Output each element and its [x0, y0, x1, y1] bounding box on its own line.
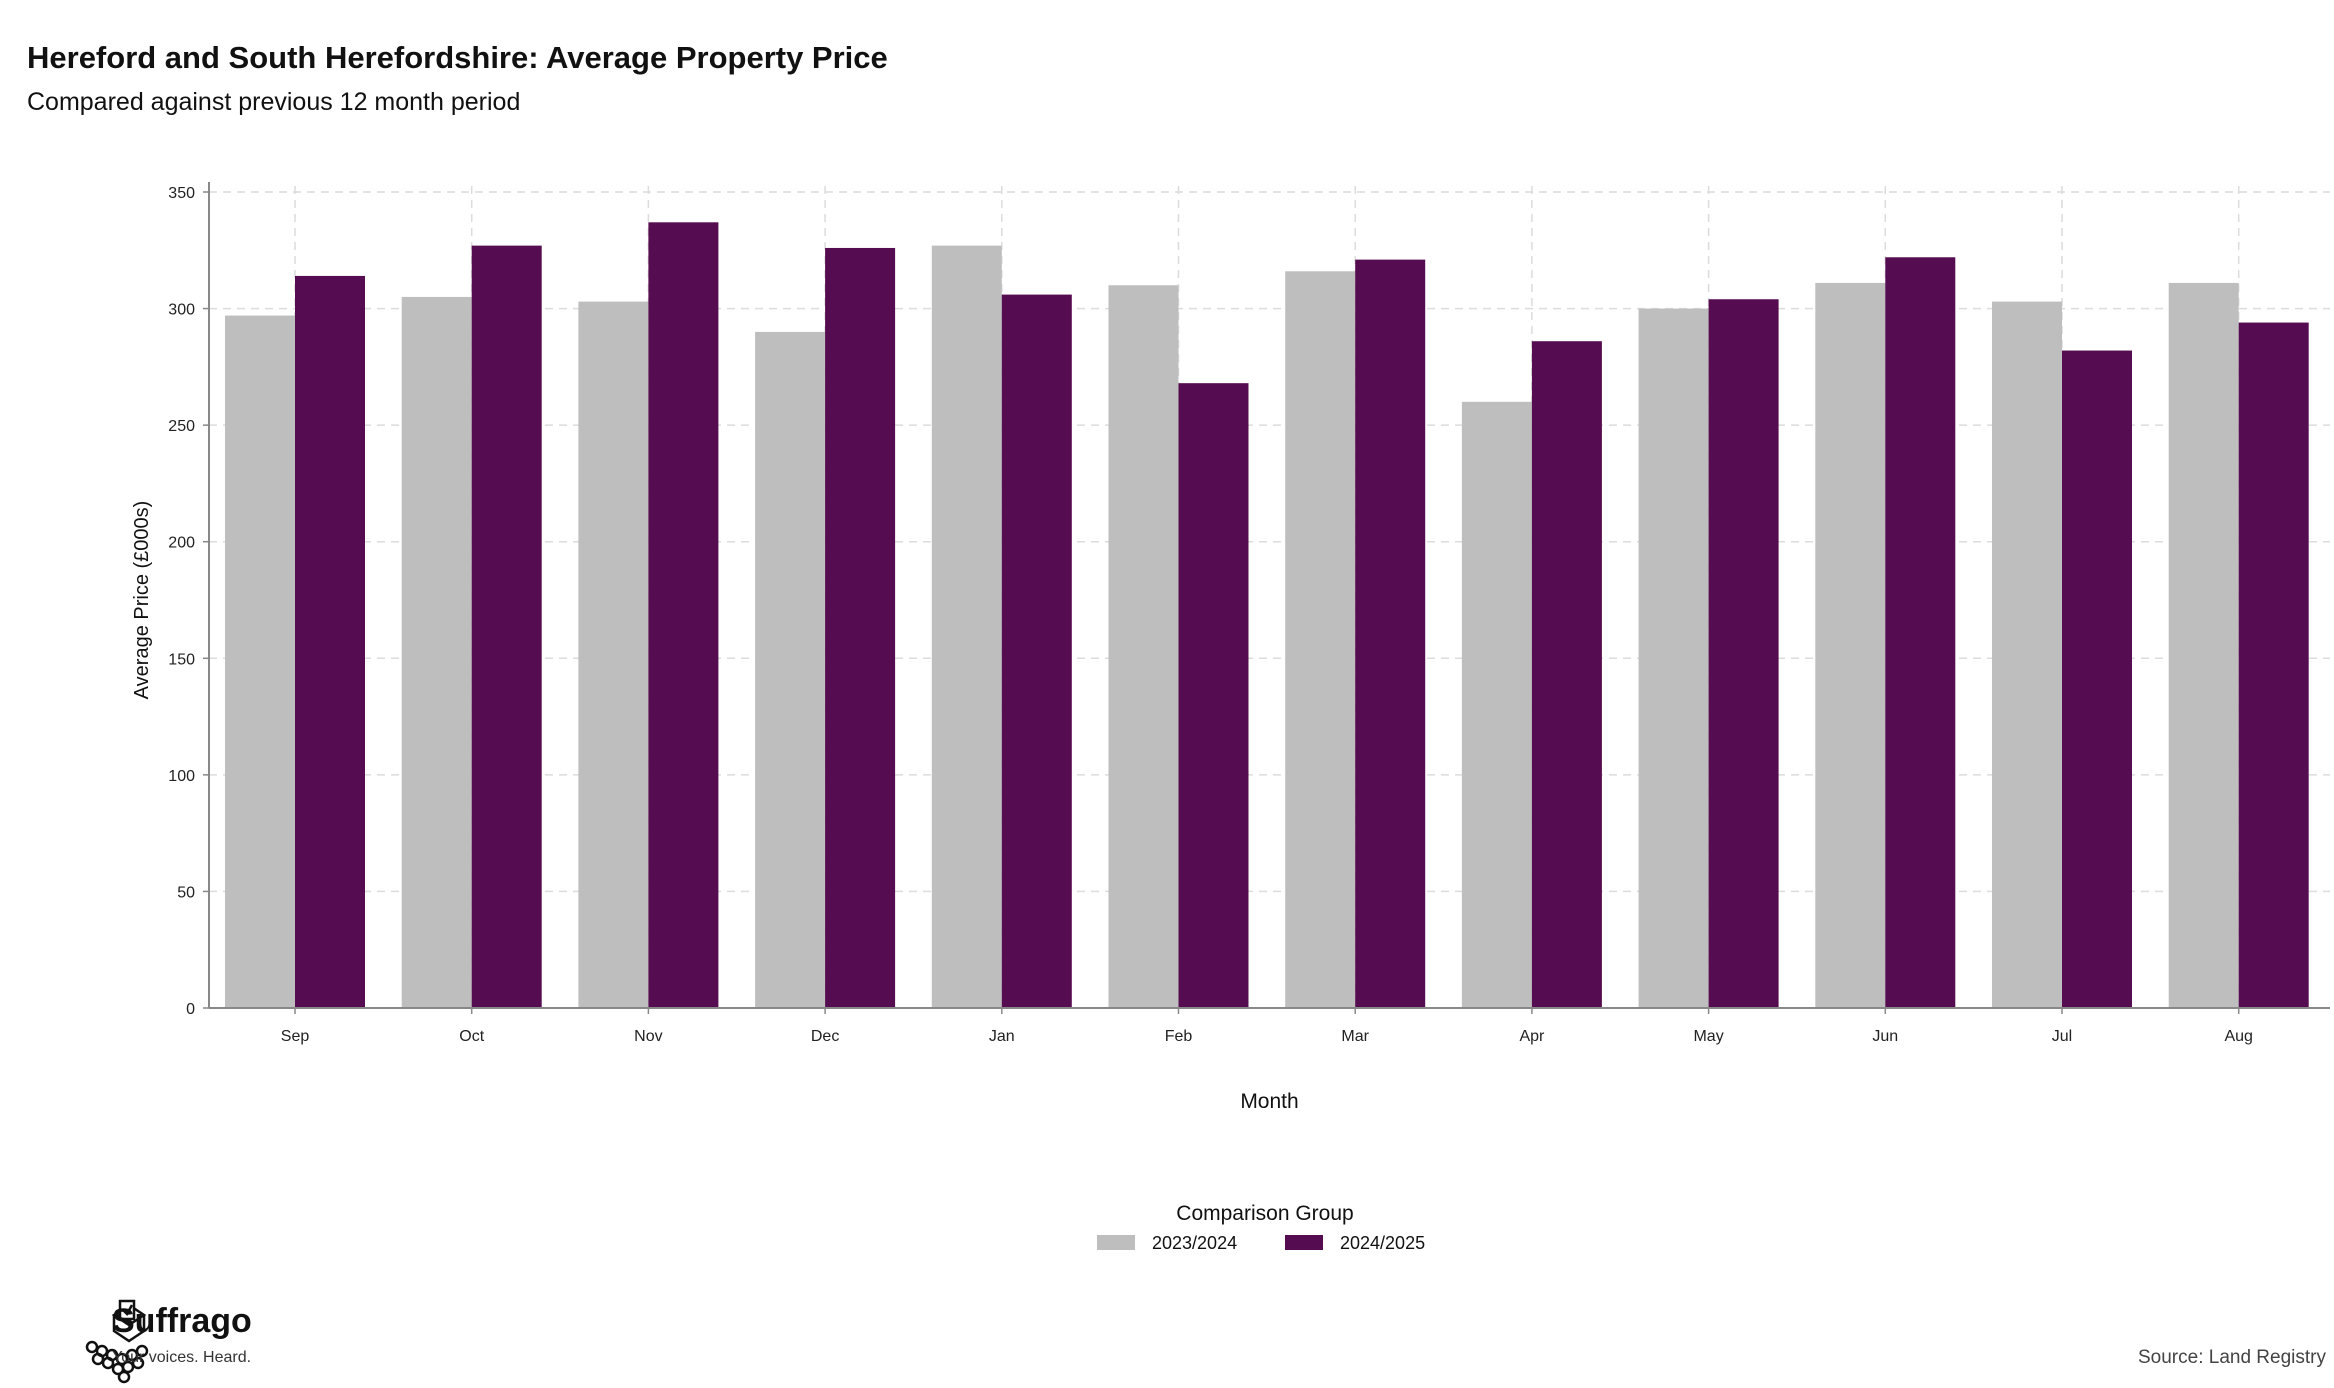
x-tick-label: Apr: [1519, 1028, 1545, 1045]
bar-chart: 0 50 100 150 200 250 300 350 Sep Oct Nov Dec Jan Feb M…: [131, 182, 2330, 1253]
x-tick-label: Aug: [2224, 1028, 2252, 1045]
bar-2024-2025-jun: [1885, 257, 1956, 1008]
bar-2024-2025-mar: [1355, 259, 1426, 1008]
x-tick-label: Dec: [811, 1028, 839, 1045]
x-tick-label: May: [1693, 1028, 1723, 1045]
bar-2023-2024-may: [1638, 308, 1709, 1009]
brand-tagline: Your voices. Heard.: [112, 1349, 252, 1366]
bar-2023-2024-mar: [1285, 271, 1356, 1009]
source-note: Source: Land Registry: [2138, 1347, 2326, 1368]
ballot-box-icon: [85, 1299, 149, 1384]
x-tick-label: Jan: [989, 1028, 1015, 1045]
bar-2023-2024-aug: [2168, 282, 2239, 1008]
x-tick-label: Oct: [459, 1028, 484, 1045]
bar-2023-2024-apr: [1461, 401, 1532, 1008]
x-tick-label: Nov: [634, 1028, 662, 1045]
legend-swatch: [1097, 1235, 1135, 1250]
x-tick-label: Mar: [1341, 1028, 1369, 1045]
bar-2023-2024-jul: [1992, 301, 2062, 1008]
chart-subtitle: Compared against previous 12 month perio…: [27, 88, 521, 116]
y-tick-label: 150: [168, 651, 195, 668]
bar-2024-2025-apr: [1531, 341, 1602, 1008]
bar-2024-2025-sep: [295, 275, 365, 1009]
bar-2023-2024-nov: [578, 301, 649, 1008]
x-tick-label: Feb: [1165, 1028, 1193, 1045]
y-tick-label: 250: [168, 418, 195, 435]
chart-title: Hereford and South Herefordshire: Averag…: [27, 40, 888, 75]
bar-2023-2024-jan: [931, 245, 1002, 1008]
bar-2023-2024-oct: [401, 296, 472, 1008]
legend-label: 2024/2025: [1340, 1233, 1425, 1253]
y-axis-title: Average Price (£000s): [131, 501, 153, 700]
bar-2023-2024-jun: [1815, 282, 1886, 1008]
y-tick-label: 100: [168, 768, 195, 785]
bar-2023-2024-dec: [755, 331, 826, 1008]
bar-2023-2024-feb: [1108, 285, 1179, 1008]
bar-2024-2025-oct: [471, 245, 542, 1008]
y-tick-label: 200: [168, 535, 195, 552]
bar-2024-2025-jan: [1001, 294, 1072, 1008]
x-tick-label: Sep: [281, 1028, 310, 1045]
bar-2024-2025-feb: [1178, 383, 1249, 1009]
x-tick-label: Jun: [1872, 1028, 1898, 1045]
bar-2024-2025-jul: [2062, 350, 2132, 1009]
legend-label: 2023/2024: [1152, 1233, 1237, 1253]
x-axis-title: Month: [1240, 1090, 1298, 1113]
bar-2024-2025-aug: [2238, 322, 2309, 1008]
brand-name: Suffrago: [112, 1302, 252, 1340]
legend-title: Comparison Group: [1176, 1202, 1353, 1225]
legend-swatch: [1285, 1235, 1323, 1250]
y-tick-label: 50: [177, 884, 195, 901]
y-tick-label: 300: [168, 302, 195, 319]
bar-2024-2025-nov: [648, 222, 719, 1008]
bar-2024-2025-dec: [825, 247, 896, 1008]
y-tick-label: 350: [168, 185, 195, 202]
x-tick-label: Jul: [2052, 1028, 2072, 1045]
bar-2024-2025-may: [1708, 299, 1779, 1008]
bar-2023-2024-sep: [225, 315, 295, 1009]
y-tick-label: 0: [186, 1001, 195, 1018]
